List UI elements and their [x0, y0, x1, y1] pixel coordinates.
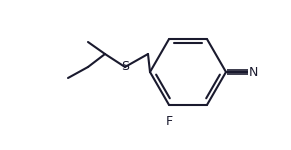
Text: S: S	[121, 60, 129, 74]
Text: F: F	[166, 115, 173, 128]
Text: N: N	[249, 66, 258, 78]
